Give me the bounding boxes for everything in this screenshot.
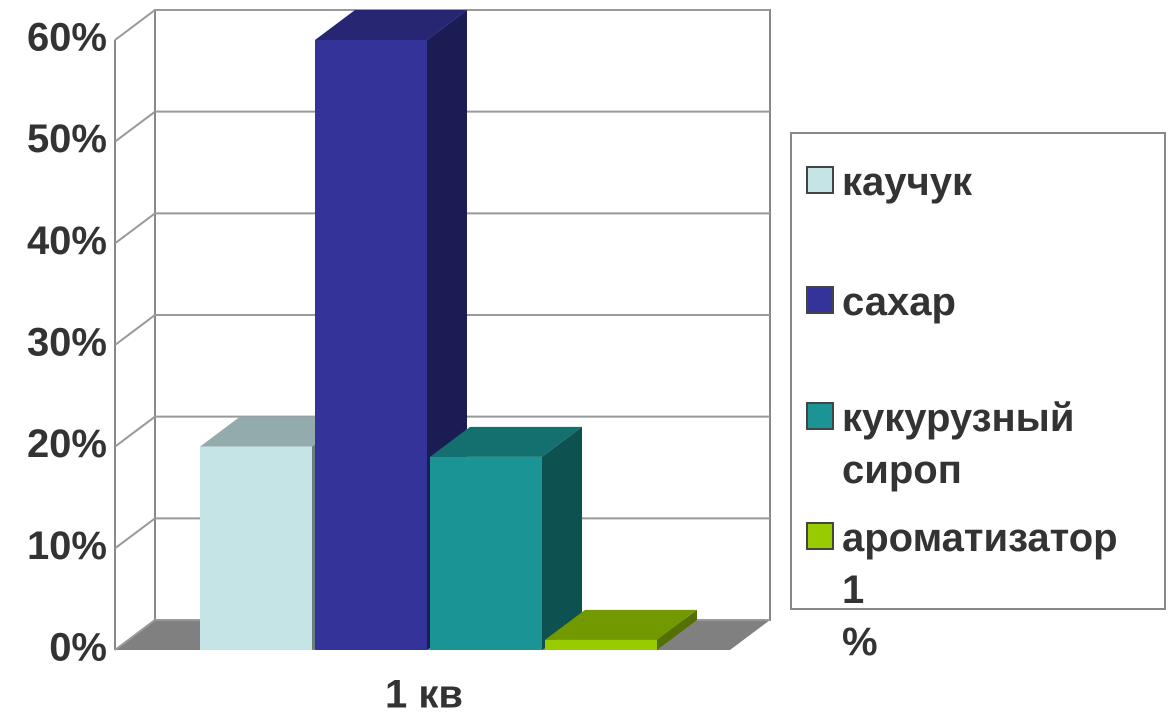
legend-item: каучук: [806, 156, 1142, 208]
y-tick-label: 30%: [27, 321, 107, 365]
y-tick-label: 40%: [27, 219, 107, 263]
bar-top: [545, 609, 697, 640]
bar-top: [430, 426, 582, 457]
legend-swatch: [806, 402, 834, 430]
bar-side: [657, 609, 697, 650]
grid-line: [114, 110, 770, 143]
bar: [545, 639, 657, 650]
grid-line: [114, 9, 770, 41]
legend-swatch: [806, 286, 834, 314]
legend-swatch: [806, 166, 834, 194]
grid-line: [114, 314, 770, 346]
bar: [315, 40, 427, 650]
y-tick-label: 10%: [27, 524, 107, 568]
bar-top: [200, 416, 352, 447]
legend-item: сахар: [806, 276, 1142, 328]
legend-label: каучук: [842, 160, 972, 204]
y-tick-label: 20%: [27, 422, 107, 466]
y-tick-label: 60%: [27, 16, 107, 60]
y-tick-label: 50%: [27, 117, 107, 161]
legend: каучук сахар кукурузный сироп ароматизатор …: [790, 132, 1166, 664]
bar-top: [315, 10, 467, 40]
grid-line: [114, 212, 770, 245]
grid-line: [114, 415, 770, 448]
legend-label: кукурузный сироп: [842, 396, 1075, 492]
bar: [430, 456, 542, 650]
legend-label: ароматизатор 1 %: [842, 516, 1118, 664]
y-tick-label: 0%: [49, 626, 107, 670]
x-tick-label: 1 кв: [385, 673, 463, 717]
bar: [200, 446, 312, 650]
legend-item: ароматизатор 1 %: [806, 512, 1142, 668]
legend-item: кукурузный сироп: [806, 392, 1142, 496]
legend-swatch: [806, 522, 834, 550]
legend-label: сахар: [842, 280, 956, 324]
bar-side: [542, 426, 582, 650]
